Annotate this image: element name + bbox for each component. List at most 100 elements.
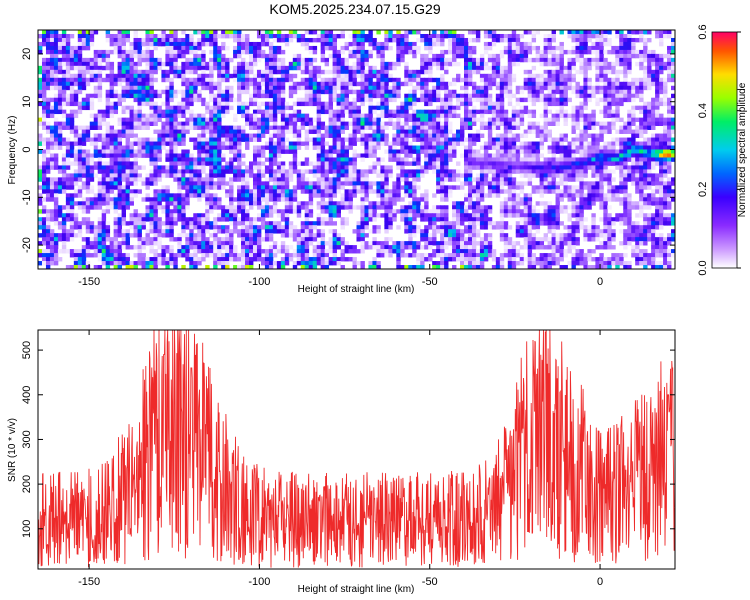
heatmap-cell (352, 121, 357, 126)
heatmap-cell (587, 125, 592, 130)
heatmap-cell (157, 65, 162, 71)
heatmap-cell (463, 173, 469, 178)
heatmap-cell (217, 181, 222, 186)
heatmap-cell (181, 105, 186, 111)
heatmap-cell (113, 169, 119, 174)
heatmap-cell (424, 93, 429, 99)
heatmap-cell (41, 169, 47, 174)
heatmap-cell (452, 113, 457, 119)
heatmap-cell (237, 89, 242, 95)
heatmap-cell (639, 105, 644, 111)
heatmap-cell (467, 97, 473, 103)
heatmap-cell (165, 185, 170, 190)
heatmap-cell (531, 77, 537, 83)
heatmap-cell (376, 169, 381, 174)
heatmap-cell (495, 37, 501, 43)
heatmap-cell (424, 89, 429, 95)
heatmap-cell (627, 129, 632, 134)
heatmap-cell (89, 157, 95, 162)
heatmap-cell (356, 65, 361, 71)
heatmap-cell (300, 41, 306, 47)
heatmap-cell (551, 97, 556, 103)
heatmap-cell (356, 57, 361, 63)
heatmap-cell (276, 45, 282, 51)
heatmap-cell (388, 169, 393, 174)
heatmap-cell (105, 121, 111, 126)
heatmap-cell (408, 113, 413, 119)
heatmap-cell (49, 53, 55, 59)
heatmap-cell (149, 177, 154, 182)
heatmap-cell (272, 181, 278, 186)
heatmap-cell (69, 77, 75, 83)
heatmap-cell (81, 169, 87, 174)
heatmap-cell (611, 177, 616, 182)
heatmap-cell (615, 93, 620, 99)
heatmap-cell (320, 149, 326, 154)
heatmap-cell (328, 177, 334, 182)
heatmap-cell (603, 61, 608, 67)
heatmap-cell (169, 57, 174, 63)
heatmap-cell (165, 49, 170, 55)
heatmap-cell (483, 65, 489, 71)
heatmap-cell (268, 85, 274, 91)
heatmap-cell (149, 153, 154, 158)
heatmap-cell (57, 89, 63, 95)
heatmap-cell (655, 153, 660, 158)
heatmap-cell (471, 189, 477, 194)
heatmap-cell (627, 113, 632, 119)
heatmap-cell (81, 97, 87, 103)
heatmap-cell (531, 97, 537, 103)
heatmap-cell (663, 129, 668, 134)
heatmap-cell (647, 77, 652, 83)
heatmap-cell (336, 157, 341, 162)
heatmap-cell (288, 189, 294, 194)
heatmap-cell (193, 185, 198, 190)
heatmap-cell (185, 177, 190, 182)
heatmap-cell (89, 169, 95, 174)
heatmap-cell (213, 137, 218, 142)
heatmap-cell (555, 189, 560, 194)
heatmap-cell (181, 45, 186, 51)
heatmap-cell (38, 141, 43, 146)
heatmap-cell (619, 49, 624, 55)
heatmap-cell (121, 169, 126, 174)
heatmap-cell (49, 145, 55, 150)
heatmap-cell (237, 185, 242, 190)
heatmap-cell (583, 45, 588, 51)
heatmap-cell (507, 85, 513, 91)
heatmap-cell (45, 77, 51, 83)
heatmap-cell (467, 133, 473, 138)
heatmap-cell (420, 93, 425, 99)
heatmap-cell (527, 73, 533, 79)
heatmap-cell (436, 185, 441, 190)
heatmap-cell (125, 81, 130, 87)
heatmap-cell (555, 113, 560, 119)
heatmap-cell (201, 121, 206, 126)
heatmap-cell (113, 165, 119, 170)
heatmap-cell (280, 65, 286, 71)
heatmap-cell (432, 141, 437, 146)
heatmap-cell (141, 73, 146, 79)
heatmap-cell (161, 169, 166, 174)
heatmap-cell (471, 121, 477, 126)
heatmap-cell (571, 49, 576, 55)
heatmap-cell (428, 89, 433, 95)
heatmap-cell (372, 169, 377, 174)
heatmap-cell (463, 45, 469, 51)
heatmap-cell (483, 181, 489, 186)
heatmap-cell (428, 117, 433, 123)
heatmap-cell (149, 93, 154, 99)
heatmap-cell (376, 173, 381, 178)
heatmap-cell (185, 45, 190, 51)
heatmap-cell (209, 113, 214, 119)
heatmap-cell (245, 73, 250, 79)
heatmap-cell (173, 93, 178, 99)
heatmap-cell (336, 53, 341, 59)
heatmap-cell (579, 149, 584, 154)
heatmap-cell (511, 113, 517, 119)
heatmap-cell (575, 189, 580, 194)
heatmap-cell (256, 121, 262, 126)
heatmap-cell (495, 117, 501, 123)
heatmap-cell (161, 113, 166, 119)
heatmap-cell (543, 137, 548, 142)
